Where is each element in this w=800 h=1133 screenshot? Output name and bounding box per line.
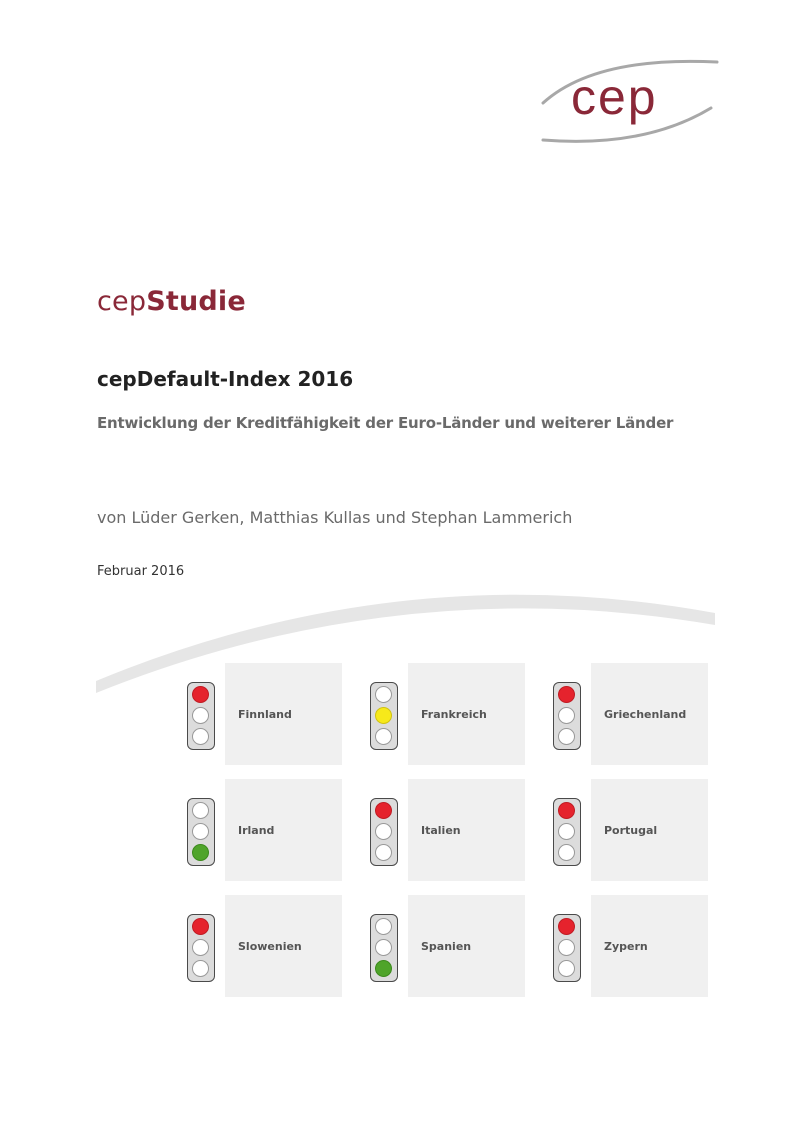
country-tile: Irland — [185, 779, 342, 881]
country-name: Griechenland — [604, 708, 687, 721]
traffic-light-icon — [187, 798, 215, 866]
traffic-light-lamp — [375, 844, 392, 861]
authors-line: von Lüder Gerken, Matthias Kullas und St… — [97, 508, 573, 527]
country-name: Slowenien — [238, 940, 302, 953]
traffic-light-lamp — [558, 918, 575, 935]
traffic-light-icon — [553, 914, 581, 982]
country-name: Spanien — [421, 940, 472, 953]
country-panel — [591, 779, 708, 881]
traffic-light-lamp — [192, 802, 209, 819]
traffic-light-icon — [553, 682, 581, 750]
country-tile: Italien — [368, 779, 525, 881]
traffic-light-lamp — [192, 960, 209, 977]
traffic-light-lamp — [192, 918, 209, 935]
country-panel — [591, 895, 708, 997]
country-panel — [408, 663, 525, 765]
country-panel — [225, 779, 342, 881]
traffic-light-lamp — [375, 707, 392, 724]
cep-logo: cep — [541, 59, 719, 143]
traffic-light-lamp — [375, 823, 392, 840]
traffic-light-icon — [553, 798, 581, 866]
publication-date: Februar 2016 — [97, 564, 185, 579]
country-tile: Zypern — [551, 895, 708, 997]
traffic-light-icon — [370, 798, 398, 866]
traffic-light-lamp — [558, 960, 575, 977]
traffic-light-lamp — [192, 686, 209, 703]
country-name: Irland — [238, 824, 275, 837]
country-tile: Frankreich — [368, 663, 525, 765]
country-name: Portugal — [604, 824, 658, 837]
country-tile: Portugal — [551, 779, 708, 881]
traffic-light-lamp — [375, 686, 392, 703]
traffic-light-lamp — [558, 939, 575, 956]
traffic-light-lamp — [375, 728, 392, 745]
country-name: Italien — [421, 824, 461, 837]
traffic-light-lamp — [192, 823, 209, 840]
traffic-light-icon — [370, 682, 398, 750]
country-name: Frankreich — [421, 708, 487, 721]
traffic-light-lamp — [558, 844, 575, 861]
series-label: cepStudie — [97, 286, 246, 317]
traffic-light-icon — [187, 914, 215, 982]
country-tile: Finnland — [185, 663, 342, 765]
traffic-light-lamp — [558, 823, 575, 840]
country-tile: Slowenien — [185, 895, 342, 997]
country-name: Finnland — [238, 708, 292, 721]
decorative-swoosh — [96, 594, 715, 693]
traffic-light-lamp — [375, 802, 392, 819]
logo-text: cep — [571, 69, 658, 125]
traffic-light-lamp — [558, 686, 575, 703]
traffic-light-lamp — [558, 802, 575, 819]
traffic-light-lamp — [192, 844, 209, 861]
document-subtitle: Entwicklung der Kreditfähigkeit der Euro… — [97, 414, 674, 432]
traffic-light-lamp — [558, 707, 575, 724]
country-panel — [591, 663, 708, 765]
traffic-light-lamp — [375, 918, 392, 935]
country-tile: Griechenland — [551, 663, 708, 765]
series-name: Studie — [146, 286, 246, 317]
traffic-light-lamp — [375, 939, 392, 956]
country-name: Zypern — [604, 940, 648, 953]
traffic-light-lamp — [192, 707, 209, 724]
series-prefix: cep — [97, 286, 147, 317]
country-panel — [408, 895, 525, 997]
traffic-light-icon — [370, 914, 398, 982]
traffic-light-lamp — [192, 728, 209, 745]
country-tile: Spanien — [368, 895, 525, 997]
country-panel — [408, 779, 525, 881]
document-title: cepDefault-Index 2016 — [97, 367, 354, 391]
traffic-light-icon — [187, 682, 215, 750]
traffic-light-lamp — [558, 728, 575, 745]
country-panel — [225, 895, 342, 997]
traffic-light-lamp — [375, 960, 392, 977]
traffic-light-lamp — [192, 939, 209, 956]
traffic-light-grid: Finnland Frankreich Griechenland Irland Ital… — [185, 663, 710, 1003]
country-panel — [225, 663, 342, 765]
